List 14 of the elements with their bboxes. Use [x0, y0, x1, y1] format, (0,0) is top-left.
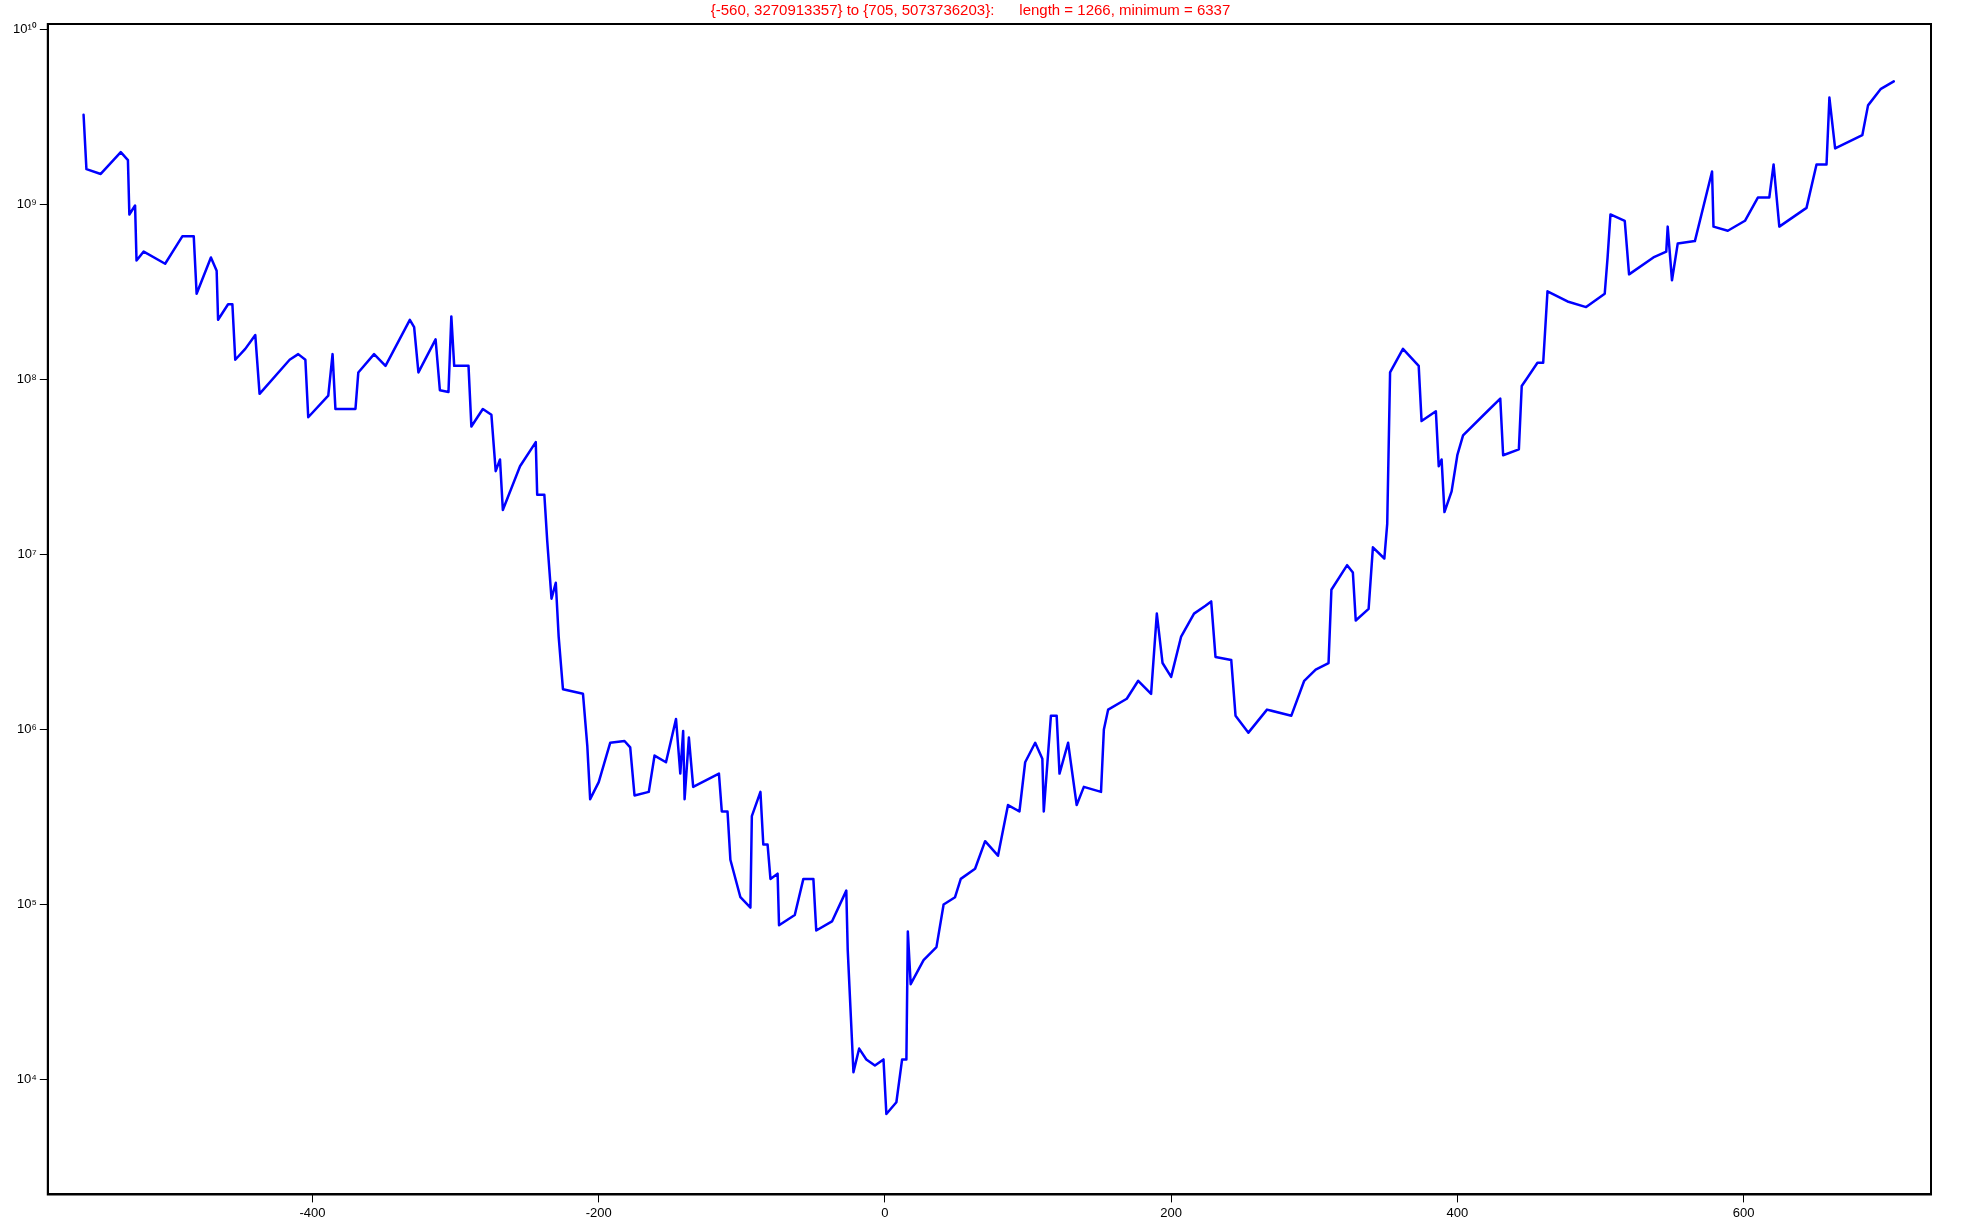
y-tick-label: 10⁸: [16, 371, 37, 387]
x-tick-label: 600: [1732, 1204, 1755, 1220]
y-tick-label: 10⁷: [17, 546, 38, 562]
chart-title: {-560, 3270913357} to {705, 5073736203}: length = 1266, minimum = 6337: [710, 1, 1231, 19]
x-tick-label: -200: [585, 1204, 612, 1220]
x-tick-label: 400: [1446, 1204, 1469, 1220]
x-tick-label: -400: [299, 1204, 326, 1220]
y-tick-label: 10⁴: [16, 1070, 37, 1086]
y-tick-label: 10¹⁰: [12, 21, 37, 37]
x-tick-label: 200: [1160, 1204, 1182, 1220]
y-tick-label: 10⁵: [16, 896, 37, 912]
y-tick-label: 10⁹: [16, 196, 37, 212]
y-tick-label: 10⁶: [16, 721, 37, 737]
x-tick-label: 0: [881, 1204, 889, 1220]
